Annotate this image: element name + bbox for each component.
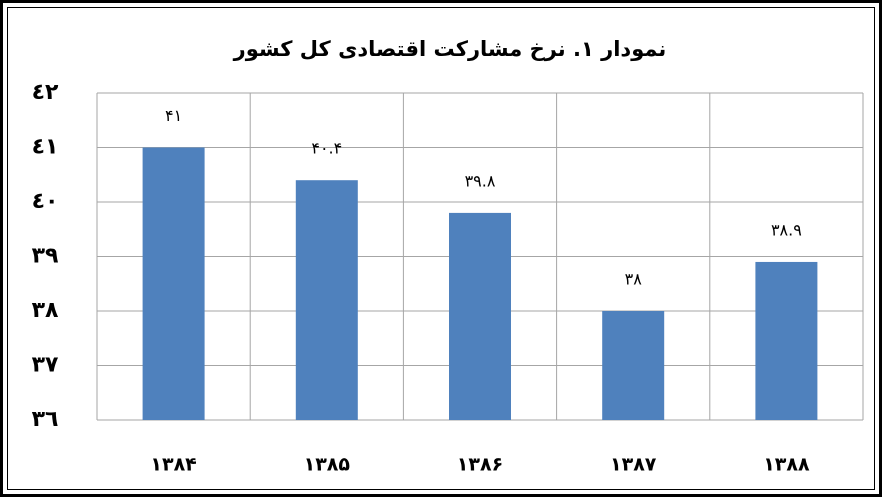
bar bbox=[602, 311, 665, 420]
data-label: ۴۰.۴ bbox=[311, 139, 342, 158]
y-tick-label: ٣٧ bbox=[32, 353, 59, 378]
x-tick-label: ۱۳۸۵ bbox=[304, 454, 351, 476]
data-label: ۳۸.۹ bbox=[771, 220, 802, 239]
inner-border bbox=[7, 7, 875, 490]
bar bbox=[295, 180, 358, 420]
bar bbox=[142, 147, 205, 420]
y-tick-label: ٣٦ bbox=[32, 407, 59, 432]
y-tick-label: ٣٩ bbox=[32, 244, 59, 269]
data-label: ۳۸ bbox=[625, 270, 643, 289]
y-tick-label: ٤٠ bbox=[32, 189, 59, 214]
chart-title: نمودار ۱. نرخ مشارکت اقتصادی کل کشور bbox=[233, 37, 667, 61]
x-tick-label: ۱۳۸۷ bbox=[610, 454, 657, 476]
bar bbox=[449, 212, 511, 420]
data-label: ۴۱ bbox=[165, 106, 182, 125]
bar bbox=[755, 261, 818, 420]
y-tick-label: ٤١ bbox=[32, 135, 59, 160]
x-tick-label: ۱۳۸۶ bbox=[457, 454, 503, 476]
y-tick-label: ٤٢ bbox=[32, 80, 59, 105]
y-tick-label: ٣٨ bbox=[32, 298, 59, 323]
x-tick-label: ۱۳۸۸ bbox=[763, 454, 810, 476]
x-tick-label: ۱۳۸۴ bbox=[150, 454, 196, 476]
data-label: ۳۹.۸ bbox=[465, 171, 496, 190]
